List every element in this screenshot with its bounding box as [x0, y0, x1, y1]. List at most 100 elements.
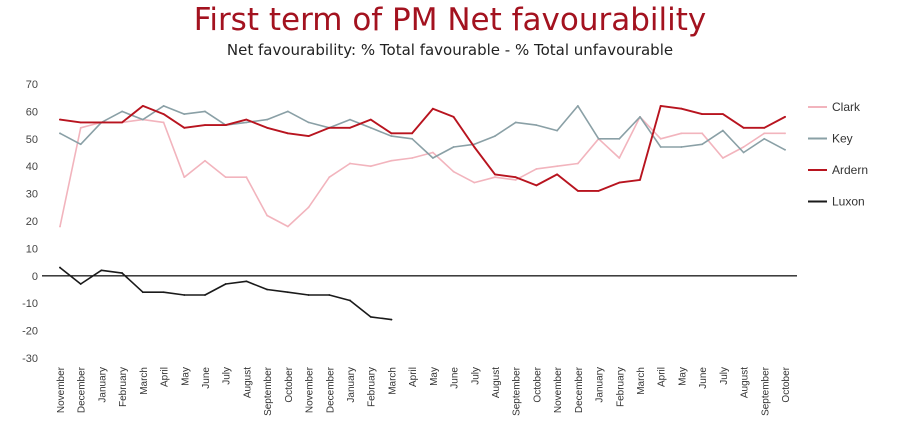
data-point — [535, 184, 538, 187]
data-point — [224, 176, 227, 179]
y-tick-label: 60 — [26, 106, 38, 118]
data-point — [183, 113, 186, 116]
data-point — [763, 126, 766, 129]
data-point — [286, 225, 289, 228]
data-point — [369, 165, 372, 168]
series-points-luxon — [59, 266, 393, 321]
y-tick-label: 30 — [26, 189, 38, 201]
data-point — [742, 146, 745, 148]
x-tick-label: October — [532, 366, 543, 402]
x-tick-label: December — [574, 366, 585, 413]
data-point — [742, 126, 745, 129]
data-point — [680, 107, 683, 110]
data-point — [369, 126, 372, 129]
x-tick-label: January — [97, 367, 108, 403]
y-tick-label: -30 — [22, 353, 38, 365]
data-point — [473, 181, 476, 184]
series-points-key — [59, 105, 786, 159]
x-tick-label: March — [139, 367, 150, 395]
data-point — [266, 214, 269, 217]
y-tick-label: -10 — [22, 298, 38, 310]
data-point — [494, 173, 496, 176]
data-point — [659, 146, 662, 148]
data-point — [349, 118, 351, 121]
y-tick-label: 10 — [26, 243, 38, 255]
data-point — [204, 159, 206, 162]
series-points-ardern — [59, 105, 786, 192]
y-tick-label: 20 — [26, 216, 38, 228]
data-point — [141, 118, 144, 121]
data-point — [79, 126, 82, 129]
x-tick-label: January — [595, 367, 606, 403]
data-point — [183, 294, 186, 296]
data-point — [224, 283, 227, 285]
data-point — [349, 162, 351, 165]
x-tick-label: April — [657, 367, 668, 387]
data-point — [204, 124, 206, 126]
x-tick-label: May — [429, 367, 440, 386]
data-point — [369, 316, 372, 318]
data-point — [576, 162, 579, 165]
x-tick-label: February — [615, 367, 626, 407]
data-point — [121, 272, 124, 274]
data-point — [721, 157, 724, 159]
data-point — [680, 132, 683, 135]
data-point — [349, 126, 351, 129]
x-tick-label: September — [512, 366, 523, 416]
data-point — [721, 113, 724, 116]
data-point — [639, 115, 641, 118]
data-point — [618, 181, 621, 184]
data-point — [59, 118, 61, 121]
x-tick-label: April — [408, 367, 419, 387]
series-line-ardern — [59, 104, 786, 192]
data-point — [100, 121, 103, 124]
x-tick-label: December — [77, 366, 88, 413]
data-point — [473, 146, 476, 148]
x-tick-label: November — [305, 366, 316, 413]
x-tick-label: April — [160, 367, 171, 387]
x-tick-label: March — [387, 367, 398, 395]
data-point — [701, 143, 704, 146]
data-point — [659, 137, 662, 140]
x-tick-label: September — [263, 366, 274, 416]
data-point — [618, 137, 621, 140]
chart-subtitle: Net favourability: % Total favourable - … — [226, 41, 674, 59]
x-tick-label: July — [470, 367, 481, 385]
data-point — [204, 294, 206, 296]
data-point — [328, 294, 331, 296]
data-point — [162, 113, 165, 116]
data-point — [411, 157, 414, 159]
x-tick-label: June — [201, 367, 212, 389]
data-point — [431, 151, 434, 154]
x-tick-label: July — [222, 367, 233, 385]
x-tick-label: November — [56, 366, 67, 413]
data-point — [266, 118, 269, 121]
data-point — [328, 176, 331, 179]
data-point — [576, 189, 579, 192]
data-point — [721, 129, 724, 132]
data-point — [390, 132, 393, 135]
data-point — [390, 135, 393, 137]
data-point — [286, 132, 289, 135]
x-tick-label: November — [553, 366, 564, 413]
x-tick-label: February — [118, 367, 129, 407]
chart-title: First term of PM Net favourability — [193, 2, 707, 38]
data-point — [266, 126, 269, 129]
data-point — [535, 124, 538, 126]
data-point — [763, 132, 766, 135]
data-point — [411, 132, 414, 135]
data-point — [245, 118, 248, 121]
data-point — [59, 266, 61, 269]
data-point — [494, 176, 496, 179]
data-point — [659, 105, 662, 107]
legend-item-ardern: Ardern — [808, 163, 868, 177]
data-point — [162, 291, 165, 294]
data-point — [307, 206, 310, 209]
data-point — [390, 159, 393, 162]
data-point — [100, 269, 103, 272]
data-point — [431, 157, 434, 159]
x-tick-label: March — [636, 367, 647, 395]
data-point — [742, 151, 745, 154]
data-point — [121, 110, 124, 113]
